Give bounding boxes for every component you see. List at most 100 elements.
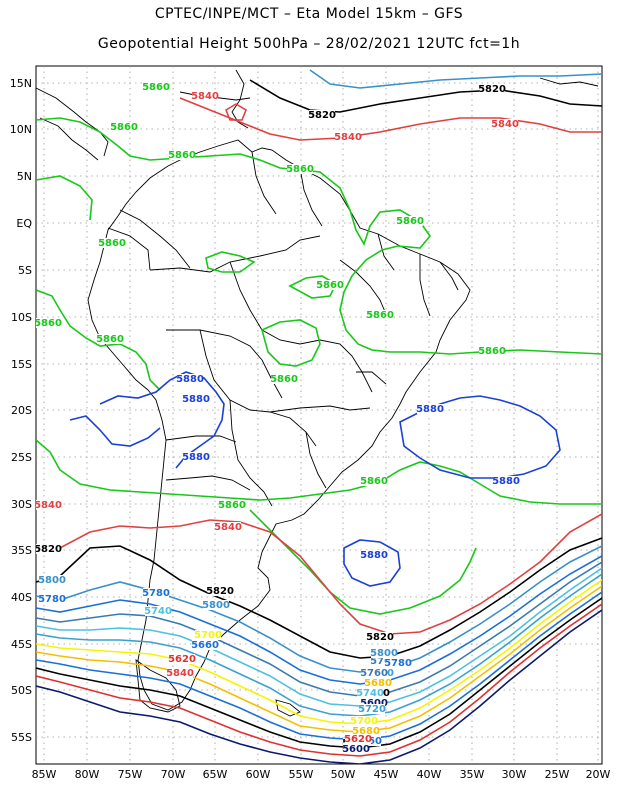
contour-label: 5800	[202, 600, 230, 611]
lon-label: 40W	[417, 768, 442, 781]
contour-label: 5880	[492, 476, 520, 487]
lon-label: 35W	[460, 768, 485, 781]
contour-label-bg	[397, 216, 423, 226]
contour-label-bg	[203, 600, 229, 610]
contour-label-bg	[367, 310, 393, 320]
contour-label: 5860	[34, 318, 62, 329]
contour-label: 5600	[342, 744, 370, 755]
lat-label: 30S	[11, 498, 32, 511]
contour-label: 5840	[214, 522, 242, 533]
contour-5860-blob3	[36, 175, 93, 221]
lat-label: EQ	[16, 217, 32, 230]
contour-label-bg	[359, 704, 385, 714]
lat-label: 15N	[10, 77, 32, 90]
lat-label: 10S	[11, 311, 32, 324]
contour-label: 5820	[478, 84, 506, 95]
contour-label-bg	[345, 734, 371, 744]
contour-label-bg	[195, 630, 221, 640]
contour-label: 5860	[96, 334, 124, 345]
contour-label-bg	[367, 632, 393, 642]
contour-label: 5740	[356, 688, 384, 699]
contour-label-bg	[357, 688, 383, 698]
contour-label-bg	[371, 648, 397, 658]
contour-label: 5860	[360, 476, 388, 487]
contour-label-bg	[479, 346, 505, 356]
contour-label: 5700	[350, 716, 378, 727]
contour-label-bg	[99, 238, 125, 248]
contour-label: 5860	[98, 238, 126, 249]
contour-label: 5860	[218, 500, 246, 511]
contour-label: 5860	[168, 150, 196, 161]
lon-label: 65W	[203, 768, 228, 781]
contour-label: 5880	[360, 550, 388, 561]
contour-labels: 5820 5840 5840 5820 5860 5840 5860 5860 5860 5860…	[34, 82, 520, 755]
latitude-labels: 15N 10N 5N EQ 5S 10S 15S 20S 25S 30S 35S 40S 45S 50S 5…	[10, 77, 33, 744]
contour-5760	[36, 561, 602, 697]
contour-label-bg	[177, 374, 203, 384]
contour-5880-east	[399, 395, 561, 479]
contour-label-bg	[493, 476, 519, 486]
contour-label: 5820	[206, 586, 234, 597]
contour-label: 5600	[360, 698, 388, 709]
height-contours	[36, 69, 602, 764]
contour-label: 5700	[194, 630, 222, 641]
lon-label: 20W	[586, 768, 611, 781]
lon-label: 70W	[161, 768, 186, 781]
contour-label: 5720	[358, 704, 386, 715]
contour-label: 5780	[142, 588, 170, 599]
contour-label-bg	[361, 698, 387, 708]
contour-label: 5840	[491, 119, 519, 130]
contour-5860-south	[249, 509, 477, 615]
contour-5820-south	[36, 537, 602, 659]
contour-label-bg	[219, 500, 245, 510]
contour-5880-west	[69, 415, 161, 447]
contour-label: 5620	[344, 734, 372, 745]
contour-label: 5880	[182, 452, 210, 463]
contour-label: 5820	[34, 544, 62, 555]
coastline-borders	[36, 69, 599, 717]
contour-5800-north	[309, 69, 602, 89]
contour-label-bg	[343, 744, 369, 754]
contour-label-bg	[361, 550, 387, 560]
lon-label: 50W	[331, 768, 356, 781]
contour-label-bg	[492, 119, 518, 129]
contour-label: 5820	[308, 110, 336, 121]
contour-label: 5680	[352, 726, 380, 737]
contour-label: 5680	[364, 678, 392, 689]
contour-label: 5820	[366, 632, 394, 643]
contour-label-bg	[143, 82, 169, 92]
contour-label-bg	[39, 575, 65, 585]
contour-label-bg	[169, 150, 195, 160]
contour-label-bg	[365, 678, 391, 688]
contour-5860-west	[36, 289, 161, 391]
contour-label: 5880	[176, 374, 204, 385]
contour-label: 5780	[384, 658, 412, 669]
lon-label: 85W	[32, 768, 57, 781]
contour-label-bg	[145, 606, 171, 616]
lon-label: 60W	[246, 768, 271, 781]
contour-5640	[36, 597, 602, 749]
contour-5720	[36, 573, 602, 717]
contour-label: 5760	[360, 668, 388, 679]
contour-5820-north	[249, 79, 602, 113]
contour-label-bg	[183, 452, 209, 462]
contour-label-bg	[385, 658, 411, 668]
contour-label: 5800	[38, 575, 66, 586]
contour-label: 5840	[34, 500, 62, 511]
lat-label: 20S	[11, 404, 32, 417]
contour-label-bg	[371, 656, 397, 666]
contour-5840-loop	[225, 103, 247, 121]
contour-label-bg	[361, 668, 387, 678]
contour-label: 5860	[478, 346, 506, 357]
lat-label: 5S	[18, 264, 32, 277]
contour-5620	[36, 603, 602, 757]
contour-label: 5860	[316, 280, 344, 291]
contour-label: 5860	[110, 122, 138, 133]
contour-label-bg	[36, 544, 61, 554]
lat-label: 15S	[11, 358, 32, 371]
contour-5700	[36, 579, 602, 725]
contour-label: 5840	[191, 91, 219, 102]
lat-label: 10N	[10, 123, 32, 136]
contour-label-bg	[167, 668, 193, 678]
contour-label-bg	[111, 122, 137, 132]
